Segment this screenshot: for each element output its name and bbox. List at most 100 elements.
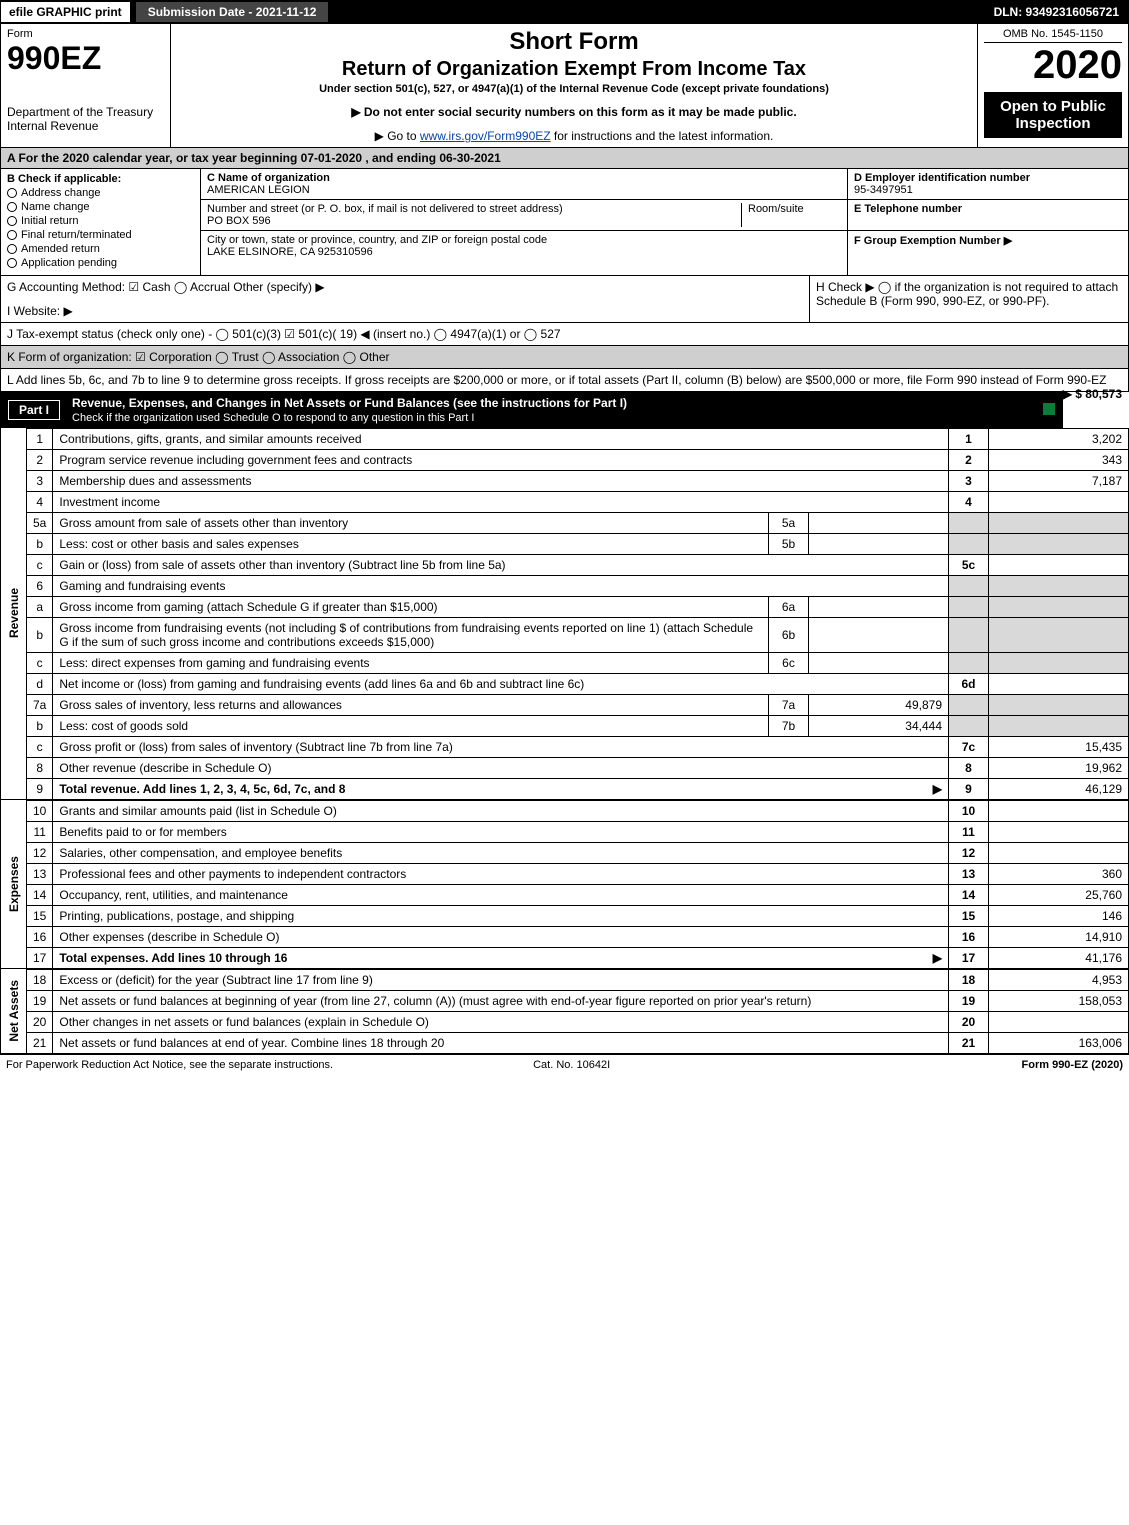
omb-number: OMB No. 1545-1150 (984, 28, 1122, 43)
table-row: 2Program service revenue including gover… (27, 450, 1129, 471)
amt-7a: 49,879 (809, 695, 949, 716)
form-subtitle: Return of Organization Exempt From Incom… (177, 58, 971, 81)
amt-19: 158,053 (989, 991, 1129, 1012)
table-row: bLess: cost of goods sold7b34,444 (27, 716, 1129, 737)
revenue-section: Revenue 1Contributions, gifts, grants, a… (0, 428, 1129, 800)
line-l: L Add lines 5b, 6c, and 7b to line 9 to … (0, 369, 1129, 392)
tax-year: 2020 (984, 43, 1122, 88)
table-row: 7aGross sales of inventory, less returns… (27, 695, 1129, 716)
dln: DLN: 93492316056721 (984, 2, 1129, 22)
form-title: Short Form (177, 28, 971, 56)
cb-amended-return[interactable]: Amended return (7, 243, 194, 255)
table-row: 1Contributions, gifts, grants, and simil… (27, 429, 1129, 450)
amt-7c: 15,435 (989, 737, 1129, 758)
top-bar: efile GRAPHIC print Submission Date - 20… (0, 0, 1129, 24)
table-row: 6Gaming and fundraising events (27, 576, 1129, 597)
e-label: E Telephone number (854, 203, 962, 215)
table-row: 9Total revenue. Add lines 1, 2, 3, 4, 5c… (27, 779, 1129, 800)
line-j: J Tax-exempt status (check only one) - ◯… (0, 323, 1129, 346)
ein: 95-3497951 (854, 184, 913, 196)
addr-label: Number and street (or P. O. box, if mail… (207, 203, 563, 215)
table-row: 4Investment income4 (27, 492, 1129, 513)
table-row: cGross profit or (loss) from sales of in… (27, 737, 1129, 758)
expenses-side-label: Expenses (7, 856, 21, 912)
amt-21: 163,006 (989, 1033, 1129, 1054)
table-row: 11Benefits paid to or for members11 (27, 822, 1129, 843)
line-h: H Check ▶ ◯ if the organization is not r… (809, 276, 1129, 323)
table-row: 21Net assets or fund balances at end of … (27, 1033, 1129, 1054)
table-row: 10Grants and similar amounts paid (list … (27, 801, 1129, 822)
amt-18: 4,953 (989, 970, 1129, 991)
cb-application-pending[interactable]: Application pending (7, 257, 194, 269)
table-row: 8Other revenue (describe in Schedule O)8… (27, 758, 1129, 779)
efile-print-button[interactable]: efile GRAPHIC print (0, 1, 131, 23)
part1-subtitle: Check if the organization used Schedule … (72, 412, 474, 424)
amt-4 (989, 492, 1129, 513)
part1-label: Part I (8, 400, 60, 420)
line-l-amount: ▶ $ 80,573 (1063, 387, 1122, 401)
form-number: 990EZ (7, 40, 164, 77)
table-row: cGain or (loss) from sale of assets othe… (27, 555, 1129, 576)
amt-16: 14,910 (989, 927, 1129, 948)
table-row: 19Net assets or fund balances at beginni… (27, 991, 1129, 1012)
line-l-text: L Add lines 5b, 6c, and 7b to line 9 to … (7, 373, 1106, 387)
c-label: C Name of organization (207, 172, 330, 184)
table-row: 20Other changes in net assets or fund ba… (27, 1012, 1129, 1033)
instructions-link-line: ▶ Go to www.irs.gov/Form990EZ for instru… (177, 129, 971, 143)
dept-irs: Internal Revenue (7, 119, 164, 133)
room-suite-label: Room/suite (741, 203, 841, 227)
table-row: 5aGross amount from sale of assets other… (27, 513, 1129, 534)
amt-17: 41,176 (989, 948, 1129, 969)
form-label: Form (7, 28, 164, 40)
table-row: bGross income from fundraising events (n… (27, 618, 1129, 653)
amt-3: 7,187 (989, 471, 1129, 492)
amt-7b: 34,444 (809, 716, 949, 737)
table-row: bLess: cost or other basis and sales exp… (27, 534, 1129, 555)
part1-header: Part I Revenue, Expenses, and Changes in… (0, 392, 1063, 428)
amt-2: 343 (989, 450, 1129, 471)
goto-prefix: ▶ Go to (375, 129, 420, 143)
amt-8: 19,962 (989, 758, 1129, 779)
revenue-side-label: Revenue (7, 588, 21, 638)
table-row: cLess: direct expenses from gaming and f… (27, 653, 1129, 674)
amt-15: 146 (989, 906, 1129, 927)
instructions-link[interactable]: www.irs.gov/Form990EZ (420, 129, 551, 143)
under-section: Under section 501(c), 527, or 4947(a)(1)… (177, 83, 971, 95)
row-a-tax-year: A For the 2020 calendar year, or tax yea… (0, 148, 1129, 169)
footer-catno: Cat. No. 10642I (533, 1059, 610, 1071)
city-label: City or town, state or province, country… (207, 234, 547, 246)
open-to-public: Open to Public Inspection (984, 92, 1122, 138)
f-label: F Group Exemption Number ▶ (854, 235, 1012, 247)
line-k: K Form of organization: ☑ Corporation ◯ … (0, 346, 1129, 369)
section-b: B Check if applicable: Address change Na… (0, 169, 1129, 276)
org-name: AMERICAN LEGION (207, 184, 310, 196)
expenses-section: Expenses 10Grants and similar amounts pa… (0, 800, 1129, 969)
goto-suffix: for instructions and the latest informat… (551, 129, 774, 143)
schedule-o-checkbox[interactable] (1043, 403, 1055, 415)
cb-initial-return[interactable]: Initial return (7, 215, 194, 227)
cb-final-return[interactable]: Final return/terminated (7, 229, 194, 241)
dept-treasury: Department of the Treasury (7, 105, 164, 119)
amt-1: 3,202 (989, 429, 1129, 450)
cb-name-change[interactable]: Name change (7, 201, 194, 213)
netassets-side-label: Net Assets (7, 980, 21, 1042)
cb-address-change[interactable]: Address change (7, 187, 194, 199)
footer-form: Form 990-EZ (2020) (1022, 1059, 1123, 1071)
org-city: LAKE ELSINORE, CA 925310596 (207, 246, 373, 258)
table-row: aGross income from gaming (attach Schedu… (27, 597, 1129, 618)
table-row: dNet income or (loss) from gaming and fu… (27, 674, 1129, 695)
table-row: 18Excess or (deficit) for the year (Subt… (27, 970, 1129, 991)
table-row: 12Salaries, other compensation, and empl… (27, 843, 1129, 864)
table-row: 14Occupancy, rent, utilities, and mainte… (27, 885, 1129, 906)
line-i: I Website: ▶ (7, 304, 803, 318)
part1-title: Revenue, Expenses, and Changes in Net As… (72, 396, 627, 410)
amt-9: 46,129 (989, 779, 1129, 800)
net-assets-section: Net Assets 18Excess or (deficit) for the… (0, 969, 1129, 1054)
ssn-warning: ▶ Do not enter social security numbers o… (177, 105, 971, 119)
table-row: 17Total expenses. Add lines 10 through 1… (27, 948, 1129, 969)
page-footer: For Paperwork Reduction Act Notice, see … (0, 1054, 1129, 1075)
table-row: 13Professional fees and other payments t… (27, 864, 1129, 885)
table-row: 16Other expenses (describe in Schedule O… (27, 927, 1129, 948)
table-row: 15Printing, publications, postage, and s… (27, 906, 1129, 927)
table-row: 3Membership dues and assessments37,187 (27, 471, 1129, 492)
